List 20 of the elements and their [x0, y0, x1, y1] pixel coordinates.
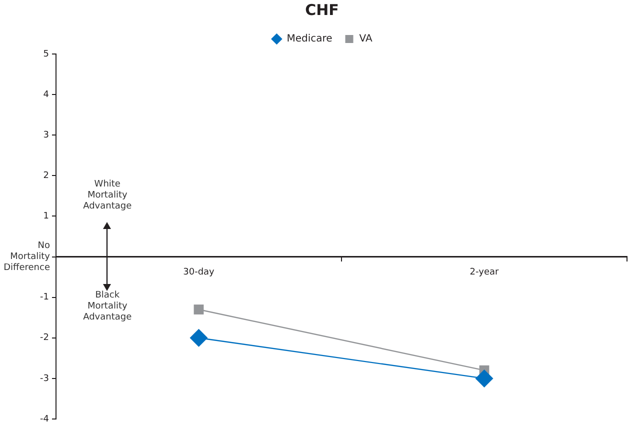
y-tick-label: 4: [43, 90, 50, 100]
point: [475, 369, 494, 388]
y-tick-label: 5: [43, 49, 49, 60]
point: [190, 328, 208, 347]
annotation: Black Mortality Advantage: [83, 290, 132, 323]
legend-label: Medicare: [286, 34, 332, 45]
point: [194, 304, 204, 314]
y-tick-label: 2: [43, 171, 49, 182]
legend-label: VA: [359, 34, 372, 45]
y-tick-label: -4: [40, 414, 50, 424]
y-tick-label: 3: [43, 130, 49, 140]
chart-title: CHF: [305, 0, 339, 19]
y-tick-label: -2: [40, 333, 49, 344]
text: No Mortality Difference: [4, 241, 51, 274]
x-tick-label: 2-year: [470, 268, 499, 278]
y-tick-label: 1: [43, 212, 49, 222]
x-tick-label: 30-day: [183, 268, 216, 278]
y-tick-label: -3: [40, 374, 49, 384]
annotation: White Mortality Advantage: [83, 179, 132, 212]
y-tick-label: -1: [40, 292, 49, 303]
